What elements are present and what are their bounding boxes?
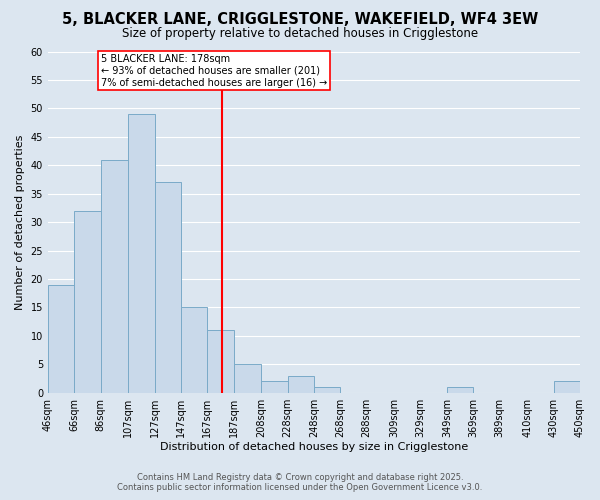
- Bar: [48, 284, 74, 393]
- Bar: [287, 376, 314, 392]
- Bar: [128, 114, 155, 392]
- Y-axis label: Number of detached properties: Number of detached properties: [15, 134, 25, 310]
- Bar: [554, 382, 580, 392]
- Bar: [233, 364, 261, 392]
- Text: 5, BLACKER LANE, CRIGGLESTONE, WAKEFIELD, WF4 3EW: 5, BLACKER LANE, CRIGGLESTONE, WAKEFIELD…: [62, 12, 538, 28]
- Bar: [207, 330, 233, 392]
- Text: 5 BLACKER LANE: 178sqm
← 93% of detached houses are smaller (201)
7% of semi-det: 5 BLACKER LANE: 178sqm ← 93% of detached…: [101, 54, 327, 88]
- Bar: [155, 182, 181, 392]
- Bar: [181, 308, 207, 392]
- Text: Size of property relative to detached houses in Crigglestone: Size of property relative to detached ho…: [122, 28, 478, 40]
- Bar: [261, 382, 287, 392]
- Bar: [101, 160, 128, 392]
- X-axis label: Distribution of detached houses by size in Crigglestone: Distribution of detached houses by size …: [160, 442, 468, 452]
- Bar: [314, 387, 340, 392]
- Bar: [74, 210, 101, 392]
- Bar: [447, 387, 473, 392]
- Text: Contains HM Land Registry data © Crown copyright and database right 2025.
Contai: Contains HM Land Registry data © Crown c…: [118, 473, 482, 492]
